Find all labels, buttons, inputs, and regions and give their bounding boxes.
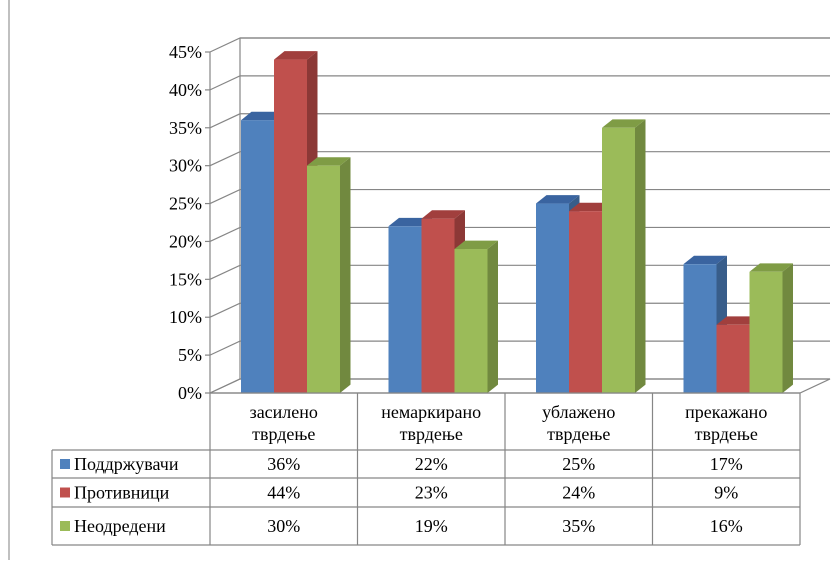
category-label: засилено [250,402,318,422]
bar-front [749,271,783,393]
bars [241,51,793,394]
category-label: тврдење [695,424,758,444]
y-axis: 0% 5% 10% 15% 20% 25% 30% 35% 40% 45% [169,42,210,403]
bar [602,119,646,394]
bar [307,157,351,393]
y-tick-label: 25% [169,194,202,214]
data-table: засиленотврдењенемаркиранотврдењеублажен… [51,392,801,546]
bar-front [274,59,307,393]
category-label: немаркирано [381,402,481,422]
data-table-value: 9% [714,483,738,503]
bar-front [569,211,602,393]
bar-side [487,240,498,393]
bar-top [683,255,727,265]
data-table-value: 17% [710,454,743,474]
bar-top [274,51,318,60]
data-table-value: 23% [415,483,448,503]
series-name: Неодредени [74,516,166,536]
bar-top [602,119,646,128]
y-tick-label: 35% [169,118,202,138]
bar-top [241,111,285,121]
bar-front [536,203,569,393]
series-name: Поддржувачи [74,454,179,474]
gridline [209,37,830,53]
data-table-value: 36% [267,454,300,474]
data-table-value: 22% [415,454,448,474]
bar-front [716,324,750,393]
legend-swatch [60,459,70,469]
data-table-value: 16% [710,516,743,536]
bar-top [388,217,432,227]
y-tick-label: 10% [169,307,202,327]
data-table-value: 25% [562,454,595,474]
bar-top [307,157,351,166]
bar-front [421,218,455,393]
data-table-value: 19% [415,516,448,536]
bar-front [388,226,422,393]
bar-front [241,120,274,393]
data-table-value: 30% [267,516,300,536]
data-table-value: 35% [562,516,595,536]
data-table-value: 44% [267,483,300,503]
bar-top [536,195,580,204]
bar-side [340,157,351,393]
bar-top [749,263,793,272]
bar [749,263,793,393]
category-label: тврдење [252,424,315,444]
bar-front [602,127,635,394]
bar-side [635,119,646,393]
bar-top [716,316,760,325]
category-label: ублажено [542,402,615,422]
bar-top [569,202,613,212]
bar [454,240,498,393]
y-tick-label: 5% [178,345,202,365]
y-tick-label: 0% [178,383,202,403]
gridlines [209,37,831,394]
bar-top [421,210,465,219]
y-tick-label: 15% [169,269,202,289]
bar-front [683,264,717,393]
category-label: тврдење [400,424,463,444]
gridline [209,113,830,129]
bar-top [454,240,498,250]
bar-front [454,249,488,393]
bar-side [782,263,793,393]
y-tick-label: 45% [169,42,202,62]
data-table-value: 24% [562,483,595,503]
y-tick-label: 40% [169,80,202,100]
category-label: тврдење [547,424,610,444]
legend-swatch [60,521,70,531]
category-label: прекажано [685,402,767,422]
bar-front [307,165,340,393]
y-tick-label: 20% [169,231,202,251]
y-tick-label: 30% [169,156,202,176]
series-name: Противници [74,483,170,503]
legend-swatch [60,487,70,498]
gridline [209,75,830,91]
